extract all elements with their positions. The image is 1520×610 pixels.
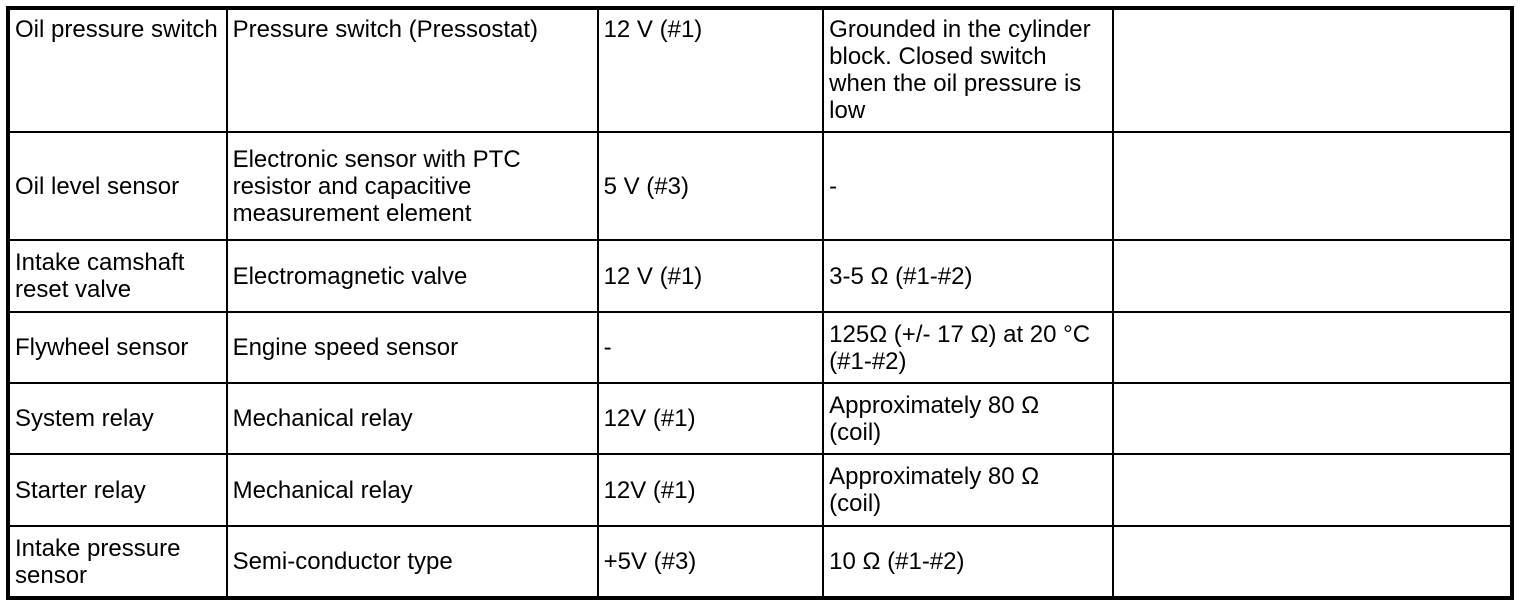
cell-resistance: 10 Ω (#1-#2) — [822, 525, 1114, 599]
table-row: Oil level sensor Electronic sensor with … — [7, 131, 1514, 241]
cell-component: Oil pressure switch — [7, 7, 228, 133]
cell-component: Oil level sensor — [7, 131, 228, 241]
cell-component: System relay — [7, 382, 228, 455]
cell-type: Mechanical relay — [225, 453, 599, 527]
cell-empty — [1111, 525, 1514, 599]
cell-type: Electromagnetic valve — [225, 239, 599, 313]
cell-voltage: - — [596, 311, 825, 384]
cell-resistance: 125Ω (+/- 17 Ω) at 20 °C (#1-#2) — [822, 311, 1114, 384]
cell-resistance: Approximately 80 Ω (coil) — [822, 453, 1114, 527]
cell-component: Starter relay — [7, 453, 228, 527]
cell-component: Intake camshaft reset valve — [7, 239, 228, 313]
cell-voltage: 12 V (#1) — [596, 239, 825, 313]
table-row: System relay Mechanical relay 12V (#1) A… — [7, 382, 1514, 455]
table-row: Intake pressure sensor Semi-conductor ty… — [7, 525, 1514, 599]
table-row: Intake camshaft reset valve Electromagne… — [7, 239, 1514, 313]
cell-component: Flywheel sensor — [7, 311, 228, 384]
cell-resistance: 3-5 Ω (#1-#2) — [822, 239, 1114, 313]
cell-empty — [1111, 131, 1514, 241]
cell-voltage: 12V (#1) — [596, 382, 825, 455]
cell-component: Intake pressure sensor — [7, 525, 228, 599]
cell-type: Engine speed sensor — [225, 311, 599, 384]
cell-resistance: Approximately 80 Ω (coil) — [822, 382, 1114, 455]
cell-resistance: - — [822, 131, 1114, 241]
cell-voltage: 5 V (#3) — [596, 131, 825, 241]
cell-voltage: +5V (#3) — [596, 525, 825, 599]
cell-type: Pressure switch (Pressostat) — [225, 7, 599, 133]
cell-empty — [1111, 239, 1514, 313]
component-spec-table: Oil pressure switch Pressure switch (Pre… — [6, 6, 1514, 600]
cell-type: Electronic sensor with PTC resistor and … — [225, 131, 599, 241]
cell-empty — [1111, 7, 1514, 133]
cell-type: Mechanical relay — [225, 382, 599, 455]
table-row: Flywheel sensor Engine speed sensor - 12… — [7, 311, 1514, 384]
table-row: Starter relay Mechanical relay 12V (#1) … — [7, 453, 1514, 527]
cell-empty — [1111, 453, 1514, 527]
cell-type: Semi-conductor type — [225, 525, 599, 599]
cell-voltage: 12V (#1) — [596, 453, 825, 527]
cell-voltage: 12 V (#1) — [596, 7, 825, 133]
cell-empty — [1111, 382, 1514, 455]
table-row: Oil pressure switch Pressure switch (Pre… — [7, 7, 1514, 133]
cell-empty — [1111, 311, 1514, 384]
cell-resistance: Grounded in the cylinder block. Closed s… — [822, 7, 1114, 133]
